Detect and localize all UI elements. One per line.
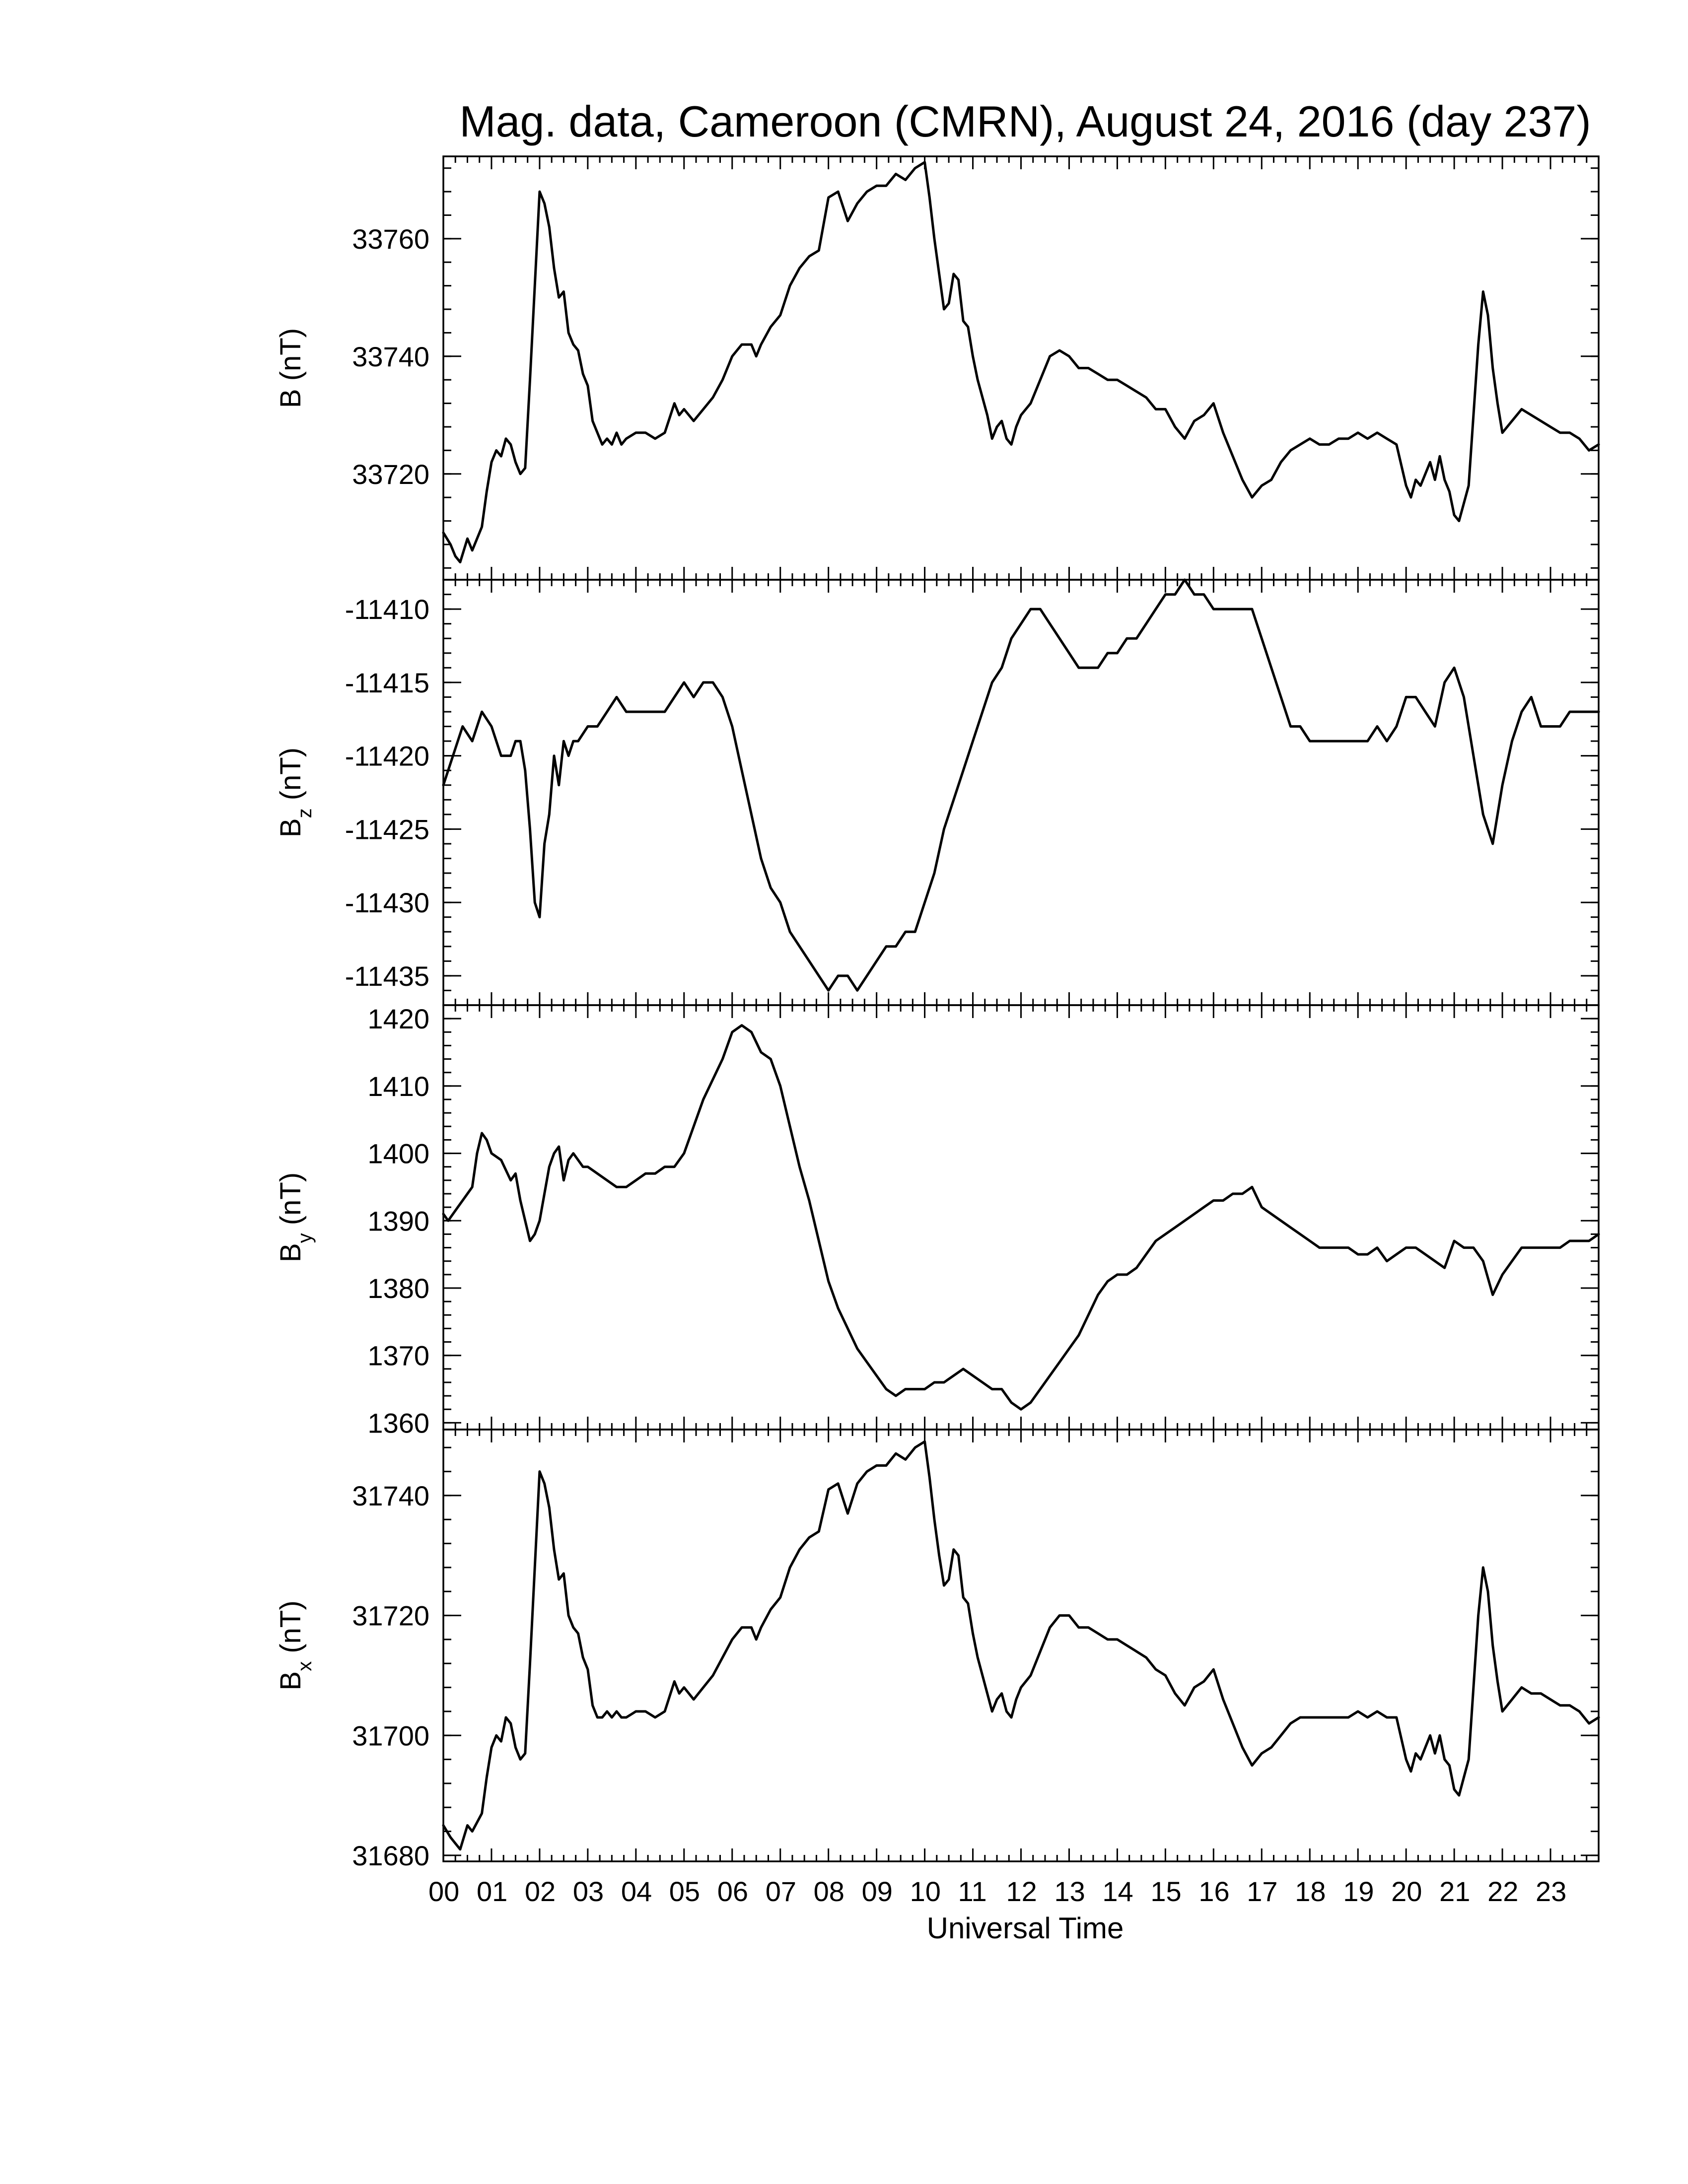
panel-bx: 31680 31700 31720 31740 Bx (nT)	[275, 1429, 1600, 1871]
panel-by: 1360 1370 1380 1390 1400 1410 1420 By (nT)	[275, 1003, 1600, 1438]
series-line-B	[442, 161, 1600, 563]
x-tick-label: 01	[477, 1876, 507, 1907]
x-tick-label: 12	[1006, 1876, 1037, 1907]
y-tick-label: -11410	[345, 594, 429, 625]
x-axis: 00 01 02 03 04 05 06 07 08 09 10 11 12 13 14 15 16 17 18 19…	[428, 1876, 1566, 1907]
y-tick-label: 33720	[352, 459, 429, 490]
x-tick-label: 00	[428, 1876, 459, 1907]
x-tick-label: 16	[1198, 1876, 1229, 1907]
x-tick-label: 10	[910, 1876, 941, 1907]
panel-frame	[442, 1429, 1600, 1862]
series-line-By	[442, 1024, 1600, 1411]
x-tick-label: 23	[1536, 1876, 1566, 1907]
y-axis-label-subscript: z	[294, 808, 316, 818]
y-tick-label: 1410	[367, 1071, 429, 1102]
x-tick-label: 09	[862, 1876, 893, 1907]
y-tick-label: 1400	[367, 1138, 429, 1169]
y-tick-label: 1370	[367, 1340, 429, 1371]
x-tick-label: 19	[1343, 1876, 1374, 1907]
x-tick-label: 21	[1439, 1876, 1470, 1907]
x-tick-label: 04	[621, 1876, 652, 1907]
panel-b-total: 33720 33740 33760 B (nT)	[275, 155, 1600, 581]
series-line-Bx	[442, 1440, 1600, 1851]
y-axis-label-main: B	[275, 818, 307, 837]
x-tick-label: 02	[525, 1876, 556, 1907]
y-axis-label: B (nT)	[275, 328, 307, 408]
y-tick-label: -11435	[345, 960, 429, 992]
y-tick-label: 1420	[367, 1003, 429, 1034]
y-axis-label: By (nT)	[275, 1172, 316, 1262]
y-axis-label-main: B	[275, 1671, 307, 1691]
y-tick-label: 31680	[352, 1840, 429, 1871]
x-tick-label: 05	[669, 1876, 700, 1907]
y-tick-label: 33760	[352, 223, 429, 255]
x-tick-label: 03	[573, 1876, 604, 1907]
y-tick-label: 31720	[352, 1600, 429, 1632]
y-tick-label: -11425	[345, 814, 429, 845]
x-tick-label: 17	[1247, 1876, 1277, 1907]
x-tick-label: 13	[1054, 1876, 1085, 1907]
y-tick-label: -11415	[345, 667, 429, 698]
y-axis-label-unit: (nT)	[275, 1172, 307, 1233]
y-tick-label: -11430	[345, 887, 429, 918]
x-tick-label: 07	[766, 1876, 796, 1907]
x-tick-label: 06	[717, 1876, 748, 1907]
panel-frame	[442, 155, 1600, 581]
y-tick-label: 31700	[352, 1720, 429, 1751]
x-axis-label: Universal Time	[927, 1911, 1124, 1945]
y-axis-label: Bx (nT)	[275, 1600, 316, 1690]
panel-frame	[442, 579, 1600, 1006]
y-axis-label: Bz (nT)	[275, 748, 316, 837]
x-tick-label: 22	[1487, 1876, 1518, 1907]
y-tick-label: 1360	[367, 1407, 429, 1438]
x-tick-label: 08	[814, 1876, 844, 1907]
y-tick-label: 31740	[352, 1480, 429, 1511]
panel-bz: -11410 -11415 -11420 -11425 -11430 -11435 Bz (…	[275, 578, 1600, 1006]
x-tick-label: 18	[1295, 1876, 1326, 1907]
y-axis-label-unit: (nT)	[275, 1600, 307, 1661]
y-axis-label-subscript: y	[294, 1233, 316, 1243]
y-axis-label-main: B	[275, 1243, 307, 1262]
y-axis-label-subscript: x	[294, 1661, 316, 1671]
x-tick-label: 15	[1150, 1876, 1181, 1907]
x-tick-label: 20	[1391, 1876, 1422, 1907]
x-tick-label: 14	[1102, 1876, 1133, 1907]
chart-title: Mag. data, Cameroon (CMRN), August 24, 2…	[459, 97, 1591, 146]
y-axis-label-unit: (nT)	[275, 748, 307, 808]
y-tick-label: 33740	[352, 341, 429, 372]
series-line-Bz	[442, 578, 1600, 992]
y-tick-label: 1380	[367, 1273, 429, 1304]
panel-frame	[442, 1004, 1600, 1431]
y-tick-label: -11420	[345, 741, 429, 772]
x-tick-label: 11	[958, 1876, 987, 1907]
y-tick-label: 1390	[367, 1205, 429, 1236]
y-axis-label-main: B (nT)	[275, 328, 307, 408]
